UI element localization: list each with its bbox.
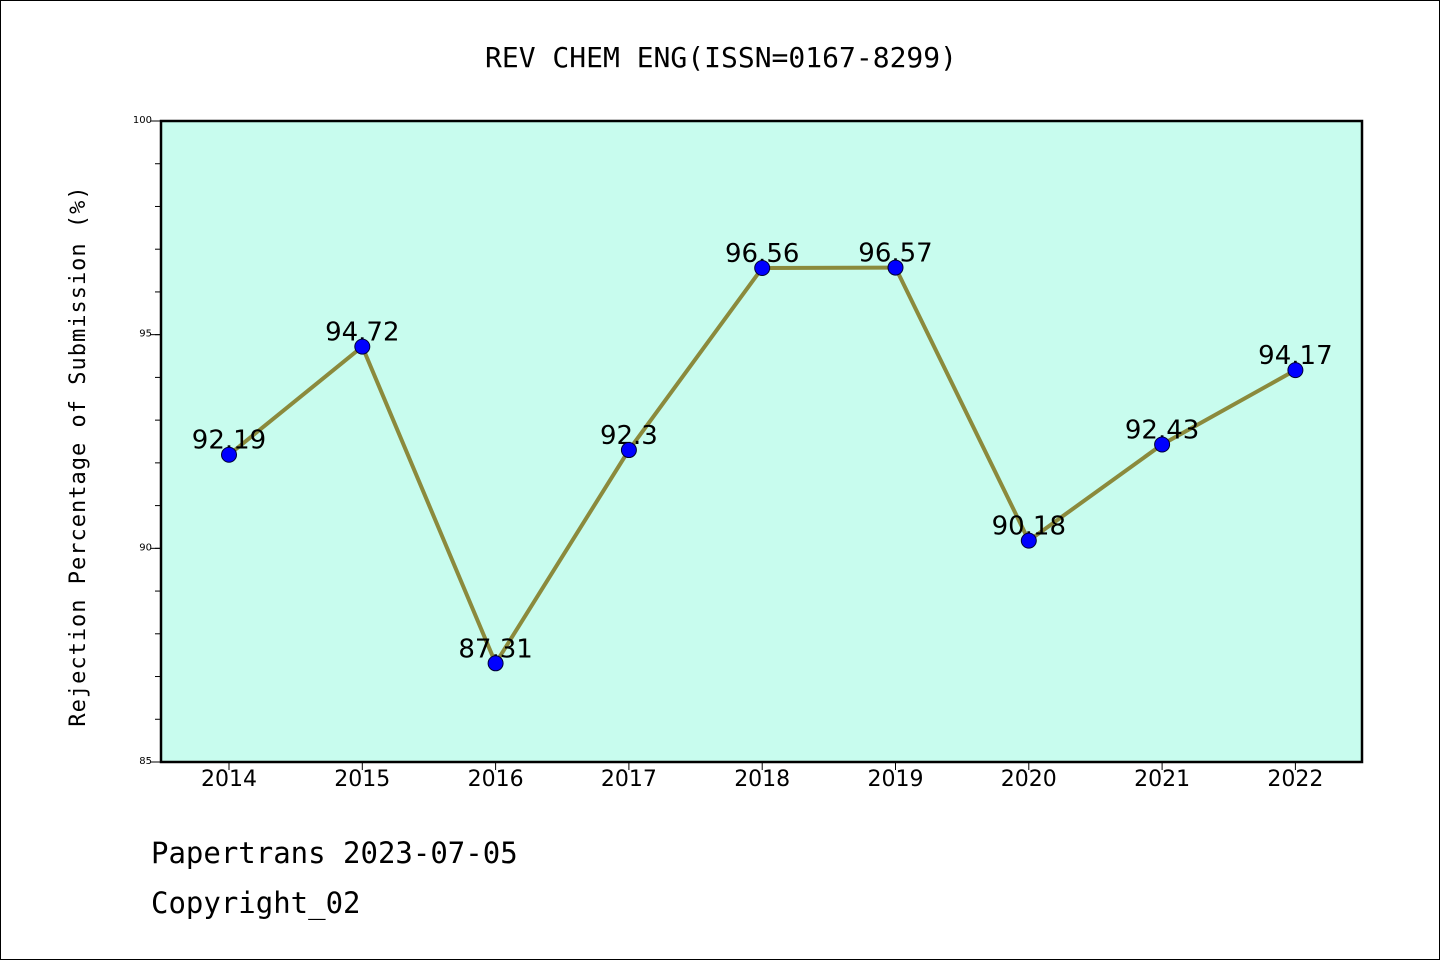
data-point xyxy=(221,446,237,463)
y-tick-label: 85 xyxy=(139,756,152,767)
data-point xyxy=(487,655,504,672)
y-tick-label: 95 xyxy=(139,329,152,340)
y-tick-label: 90 xyxy=(139,542,152,553)
data-point xyxy=(1287,362,1304,379)
x-tick-label: 2016 xyxy=(468,767,524,792)
x-tick-label: 2018 xyxy=(734,767,790,792)
x-tick-label: 2022 xyxy=(1267,767,1323,792)
y-axis-label: Rejection Percentage of Submission (%) xyxy=(66,185,91,726)
data-point xyxy=(1020,532,1037,549)
y-tick-label: 100 xyxy=(133,115,152,126)
x-tick-label: 2019 xyxy=(868,767,924,792)
x-tick-label: 2015 xyxy=(334,767,390,792)
x-tick-label: 2020 xyxy=(1001,767,1057,792)
data-point xyxy=(887,259,904,276)
data-point xyxy=(354,338,371,355)
data-point xyxy=(1154,436,1171,453)
data-point xyxy=(620,442,637,459)
footer-copyright: Copyright_02 xyxy=(151,886,361,920)
plot-border xyxy=(159,119,1364,764)
chart-title: REV CHEM ENG(ISSN=0167-8299) xyxy=(485,41,957,74)
plot-area: 85 90 95 100 2014 2015 2016 2017 2018 2019 2020 202… xyxy=(133,115,1364,792)
x-tick-label: 2021 xyxy=(1134,767,1190,792)
x-tick-label: 2014 xyxy=(201,767,257,792)
footer-date: Papertrans 2023-07-05 xyxy=(151,836,518,870)
x-tick-label: 2017 xyxy=(601,767,657,792)
data-point xyxy=(754,260,771,277)
